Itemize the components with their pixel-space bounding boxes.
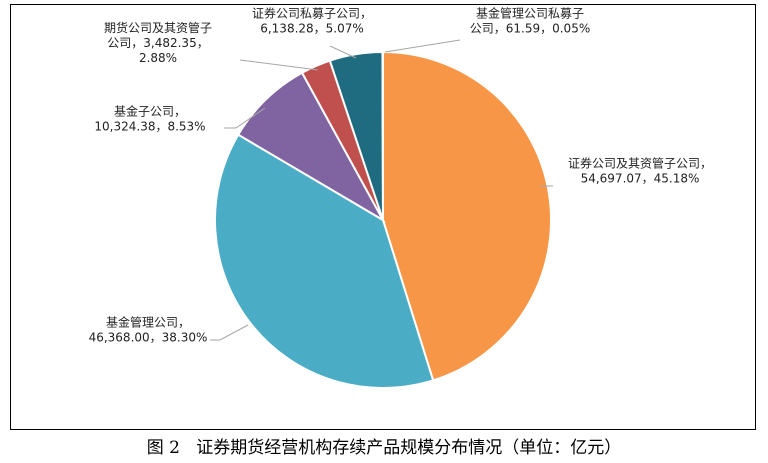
slice-label-line: 6,138.28，5.07% [260, 22, 364, 36]
slice-label-line: 46,368.00，38.30% [89, 331, 208, 345]
pie-slice [236, 71, 386, 223]
slice-label-line: 公司，61.59，0.05% [470, 22, 590, 36]
slice-data-label: 证券公司私募子公司， 6,138.28，5.07% [252, 6, 372, 36]
slice-label-line: 54,697.07，45.18% [581, 172, 700, 186]
pie-slice [382, 50, 553, 382]
slice-label-line: 期货公司及其资管子 [104, 20, 212, 35]
leader-line [239, 59, 319, 71]
slice-label-line: 基金管理公司， [106, 315, 190, 330]
leader-line [224, 107, 266, 129]
slice-data-label: 基金管理公司， 46,368.00，38.30% [89, 315, 208, 345]
slice-label-line: 公司，3,482.35， [107, 36, 208, 50]
pie-slice [214, 133, 435, 389]
slice-label-line: 基金子公司， [114, 104, 186, 119]
leader-line [210, 324, 249, 341]
slice-data-label: 基金子公司， 10,324.38，8.53% [94, 104, 205, 134]
slice-label-line: 证券公司及其资管子公司， [568, 156, 712, 171]
slice-data-label: 证券公司及其资管子公司， 54,697.07，45.18% [568, 156, 712, 186]
chart-frame [10, 4, 756, 430]
slice-label-line: 10,324.38，8.53% [94, 120, 205, 134]
figure-caption: 图 2 证券期货经营机构存续产品规模分布情况（单位：亿元） [146, 438, 622, 458]
leader-line [384, 39, 461, 53]
leader-line [329, 45, 357, 59]
slice-data-label: 基金管理公司私募子公司，61.59，0.05% [470, 6, 590, 36]
pie-slice [381, 50, 384, 221]
slice-label-line: 证券公司私募子公司， [252, 6, 372, 21]
slice-label-line: 基金管理公司私募子 [476, 6, 584, 21]
slice-label-line: 2.88% [139, 51, 177, 65]
slice-data-label: 期货公司及其资管子公司，3,482.35， 2.88% [104, 20, 212, 65]
pie-chart: 证券公司及其资管子公司， 54,697.07，45.18% 基金管理公司， 46,36… [89, 6, 712, 389]
